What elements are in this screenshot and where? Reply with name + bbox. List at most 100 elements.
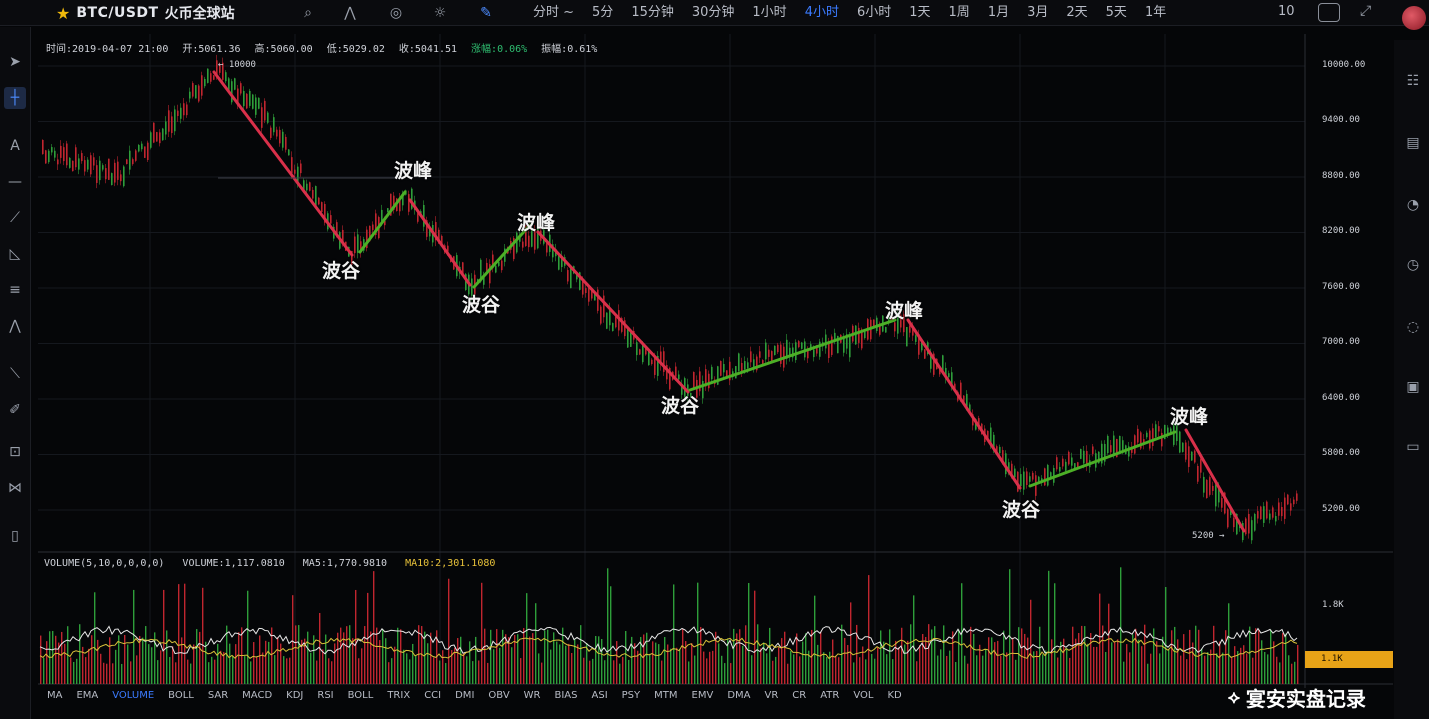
top-toolbar: ★ BTC/USDT 火币全球站 ⌕ ⋀ ◎ ☼ ✎ 分时 ~ 5分 15分钟 …	[0, 0, 1429, 30]
symbol-area[interactable]: ★ BTC/USDT 火币全球站	[56, 3, 235, 23]
calendar-icon[interactable]: ▤	[1406, 135, 1420, 151]
tab-timeframe[interactable]: 1小时	[752, 5, 787, 20]
tab-indicator-dmi[interactable]: DMI	[455, 690, 475, 701]
brush-icon[interactable]: ✐	[9, 402, 21, 418]
sun-icon[interactable]: ☼	[433, 5, 447, 21]
tab-indicator-kdj[interactable]: KDJ	[286, 690, 304, 701]
candle-body	[1032, 472, 1034, 480]
volume-bar	[1261, 640, 1263, 684]
tab-indicator-asi[interactable]: ASI	[591, 690, 608, 701]
volume-bar	[388, 662, 390, 684]
tab-timeframe[interactable]: 15分钟	[631, 5, 674, 20]
candle-body	[288, 149, 290, 156]
star-icon[interactable]: ★	[56, 3, 71, 23]
tab-indicator-mtm[interactable]: MTM	[654, 690, 678, 701]
candle-body	[663, 351, 665, 372]
tab-indicator-wr[interactable]: WR	[523, 690, 541, 701]
pair-title[interactable]: BTC/USDT	[76, 5, 159, 21]
trash-icon[interactable]: ▯	[11, 528, 19, 544]
tab-indicator-boll[interactable]: BOLL	[168, 690, 194, 701]
fibonacci-icon[interactable]: ≡	[9, 282, 21, 298]
tab-indicator-sar[interactable]: SAR	[207, 690, 229, 701]
text-icon[interactable]: A	[10, 138, 20, 154]
screen-icon[interactable]: ▭	[1406, 439, 1420, 455]
tab-indicator-cci[interactable]: CCI	[424, 690, 442, 701]
clock-icon[interactable]: ◷	[1406, 257, 1420, 273]
volume-bar	[1201, 648, 1203, 684]
tab-indicator-ma[interactable]: MA	[47, 690, 63, 701]
tab-indicator-trix[interactable]: TRIX	[387, 690, 411, 701]
tab-indicator-ema[interactable]: EMA	[76, 690, 99, 701]
volume-bar	[955, 661, 957, 684]
tab-indicator-vr[interactable]: VR	[764, 690, 779, 701]
candle-body	[813, 349, 815, 358]
fullscreen-icon[interactable]: ⤢	[1360, 3, 1372, 19]
info-time: 时间:2019-04-07 21:00	[46, 44, 169, 55]
tab-indicator-bias[interactable]: BIAS	[554, 690, 578, 701]
lock-icon[interactable]: ⊡	[9, 444, 21, 460]
list-icon[interactable]: ☷	[1406, 73, 1420, 89]
tab-indicator-macd[interactable]: MACD	[242, 690, 273, 701]
tab-timeframe[interactable]: 分时 ~	[533, 5, 575, 20]
tab-indicator-vol[interactable]: VOL	[853, 690, 874, 701]
tab-timeframe[interactable]: 2天	[1066, 5, 1088, 20]
tab-indicator-cr[interactable]: CR	[792, 690, 807, 701]
volume-bar	[709, 651, 711, 684]
tab-indicator-volume[interactable]: VOLUME	[112, 690, 155, 701]
tab-indicator-boll[interactable]: BOLL	[347, 690, 374, 701]
pattern-icon[interactable]: ⋀	[9, 318, 21, 334]
tab-timeframe[interactable]: 1年	[1144, 5, 1167, 20]
chart-count[interactable]: 10	[1278, 4, 1295, 19]
volume-bar	[562, 627, 564, 684]
tab-timeframe-active[interactable]: 4小时	[804, 5, 839, 20]
candle-body	[639, 349, 641, 355]
candle-body	[660, 351, 662, 365]
candle-body	[759, 351, 761, 358]
layout-icon[interactable]	[1318, 3, 1340, 22]
news-icon[interactable]: ▣	[1406, 379, 1420, 395]
ruler-icon[interactable]: ⟍	[10, 366, 20, 382]
volume-bar	[55, 635, 57, 684]
cursor-icon[interactable]: ➤	[9, 54, 21, 70]
tab-indicator-emv[interactable]: EMV	[691, 690, 714, 701]
candle-body	[1257, 511, 1259, 519]
volume-indicator-name[interactable]: VOLUME(5,10,0,0,0,0)	[44, 558, 165, 569]
candle-body	[1218, 487, 1220, 503]
crosshair-icon[interactable]: ┼	[4, 87, 26, 109]
tab-timeframe[interactable]: 1天	[909, 5, 931, 20]
candle-body	[1092, 446, 1094, 454]
tab-indicator-rsi[interactable]: RSI	[317, 690, 334, 701]
gear-icon[interactable]: ◎	[389, 5, 403, 21]
line-icon[interactable]: —	[8, 174, 22, 190]
indicator-icon[interactable]: ⋀	[344, 5, 356, 21]
volume-bar	[883, 641, 885, 684]
tab-indicator-dma[interactable]: DMA	[727, 690, 751, 701]
volume-bar	[283, 656, 285, 684]
magnet-icon[interactable]: ⋈	[8, 480, 22, 496]
tab-timeframe[interactable]: 5天	[1105, 5, 1127, 20]
trendline-icon[interactable]: ⟋	[10, 210, 20, 226]
tab-timeframe[interactable]: 30分钟	[691, 5, 735, 20]
volume-bar	[652, 641, 654, 684]
tab-indicator-psy[interactable]: PSY	[621, 690, 641, 701]
tab-timeframe[interactable]: 6小时	[856, 5, 892, 20]
volume-bar	[337, 632, 339, 684]
chat-icon[interactable]: ◌	[1406, 319, 1420, 335]
tab-timeframe[interactable]: 1周	[948, 5, 970, 20]
tab-timeframe[interactable]: 3月	[1027, 5, 1049, 20]
tab-indicator-obv[interactable]: OBV	[488, 690, 510, 701]
tab-indicator-atr[interactable]: ATR	[820, 690, 840, 701]
tab-timeframe[interactable]: 5分	[592, 5, 614, 20]
alert-icon[interactable]: ◔	[1406, 197, 1420, 213]
pencil-icon[interactable]: ✎	[480, 5, 492, 21]
volume-bar	[568, 643, 570, 684]
search-icon[interactable]: ⌕	[304, 5, 312, 21]
triangle-icon[interactable]: ◺	[9, 246, 21, 262]
tab-indicator-kd[interactable]: KD	[887, 690, 902, 701]
volume-bar	[547, 629, 549, 684]
avatar[interactable]	[1402, 6, 1426, 30]
volume-bar	[985, 649, 987, 684]
tab-timeframe[interactable]: 1月	[987, 5, 1010, 20]
volume-bar	[862, 646, 864, 684]
